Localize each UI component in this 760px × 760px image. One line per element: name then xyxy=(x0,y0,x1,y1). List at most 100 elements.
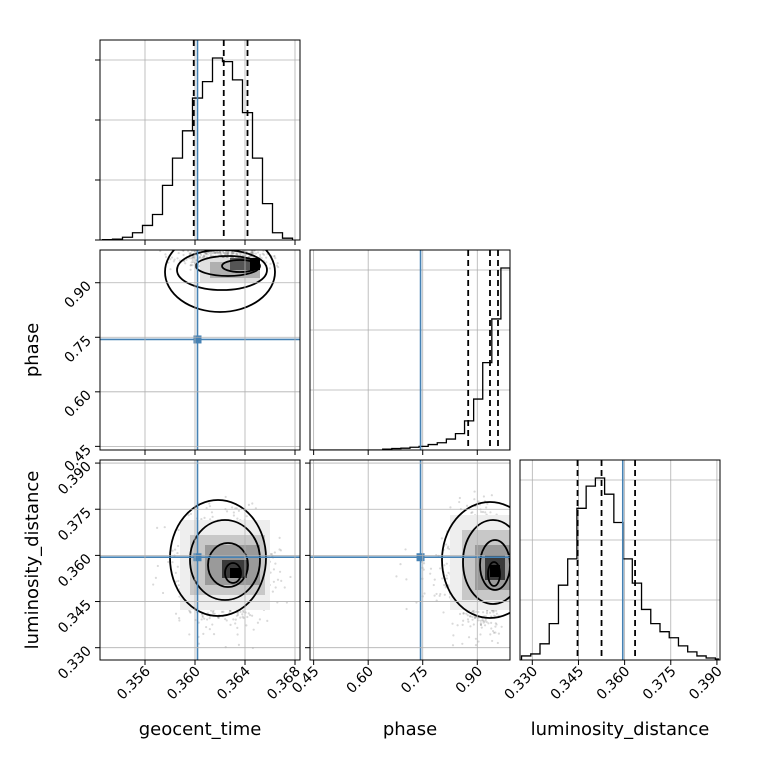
sample-point xyxy=(266,619,269,622)
contour-line xyxy=(441,501,510,619)
sample-point xyxy=(205,252,208,255)
sample-point xyxy=(228,241,230,243)
sample-point xyxy=(212,247,214,249)
sample-point xyxy=(169,258,172,261)
sample-point xyxy=(207,206,209,208)
sample-point xyxy=(239,241,241,243)
sample-point xyxy=(269,262,272,265)
sample-point xyxy=(242,610,245,614)
sample-point xyxy=(215,251,218,254)
sample-point xyxy=(235,614,238,617)
sample-point xyxy=(480,626,483,629)
sample-point xyxy=(202,255,205,258)
sample-point xyxy=(273,254,276,258)
sample-point xyxy=(422,562,426,565)
sample-point xyxy=(479,623,482,626)
sample-point xyxy=(225,619,228,622)
sample-point xyxy=(189,180,191,182)
sample-point xyxy=(458,500,461,504)
sample-point xyxy=(278,570,282,573)
sample-point xyxy=(253,245,255,247)
sample-point xyxy=(462,619,465,622)
sample-point xyxy=(187,236,189,238)
sample-point xyxy=(199,235,201,237)
sample-point xyxy=(203,252,207,255)
sample-point xyxy=(236,253,239,256)
sample-point xyxy=(216,215,218,217)
sample-point xyxy=(474,616,477,619)
sample-point xyxy=(395,575,398,578)
sample-point xyxy=(192,246,194,248)
sample-point xyxy=(286,226,288,228)
sample-point xyxy=(207,246,209,248)
xtick-label: 0.90 xyxy=(453,664,486,697)
sample-point xyxy=(258,255,262,259)
sample-point xyxy=(251,502,254,505)
sample-point xyxy=(233,246,235,248)
sample-point xyxy=(446,547,449,550)
sample-point xyxy=(238,225,240,227)
sample-point xyxy=(205,618,209,621)
sample-point xyxy=(217,236,219,238)
sample-point xyxy=(201,241,203,243)
sample-point xyxy=(248,235,250,237)
sample-point xyxy=(227,235,229,237)
sample-point xyxy=(250,251,253,254)
sample-point xyxy=(214,240,216,242)
sample-point xyxy=(189,264,193,267)
sample-point xyxy=(486,502,489,505)
sample-point xyxy=(208,505,212,508)
sample-point xyxy=(241,615,244,618)
sample-point xyxy=(227,230,229,232)
ylabel-luminosity-distance: luminosity_distance xyxy=(22,471,43,650)
sample-point xyxy=(235,215,237,217)
sample-point xyxy=(230,247,232,249)
sample-point xyxy=(196,240,198,242)
sample-point xyxy=(240,230,242,232)
sample-point xyxy=(241,244,243,246)
sample-point xyxy=(204,247,206,249)
sample-point xyxy=(239,247,241,249)
sample-point xyxy=(217,616,220,619)
sample-point xyxy=(242,254,245,257)
sample-point xyxy=(203,254,206,257)
sample-point xyxy=(208,502,211,505)
xtick-label: 0.356 xyxy=(114,663,154,703)
sample-point xyxy=(207,233,209,235)
sample-point xyxy=(245,245,247,247)
sample-point xyxy=(203,243,205,245)
sample-point xyxy=(198,246,200,248)
sample-point xyxy=(247,612,250,615)
sample-point xyxy=(206,211,208,213)
sample-point xyxy=(231,231,233,233)
sample-point xyxy=(235,252,238,255)
sample-point xyxy=(236,247,238,249)
sample-point xyxy=(190,261,193,264)
sample-point xyxy=(190,233,192,235)
sample-point xyxy=(239,610,242,613)
sample-point xyxy=(208,617,211,620)
sample-point xyxy=(471,511,474,514)
sample-point xyxy=(435,592,438,596)
sample-point xyxy=(217,252,220,255)
sample-point xyxy=(201,256,204,259)
sample-point xyxy=(472,609,475,613)
sample-point xyxy=(489,633,492,636)
sample-point xyxy=(206,247,208,249)
sample-point xyxy=(471,610,474,613)
sample-point xyxy=(445,574,448,577)
sample-point xyxy=(189,611,192,614)
panel-distance-vs-geocent-time-group xyxy=(100,460,300,660)
sample-point xyxy=(228,228,230,230)
sample-point xyxy=(156,564,159,568)
sample-point xyxy=(176,551,179,555)
sample-point xyxy=(491,639,494,643)
sample-point xyxy=(236,231,238,233)
sample-point xyxy=(199,241,201,243)
sample-point xyxy=(275,264,279,267)
panel-distance-vs-geocent-time-truth-marker xyxy=(193,553,202,562)
sample-point xyxy=(164,253,167,256)
sample-point xyxy=(485,506,488,509)
sample-point xyxy=(274,562,277,565)
sample-point xyxy=(475,610,478,613)
